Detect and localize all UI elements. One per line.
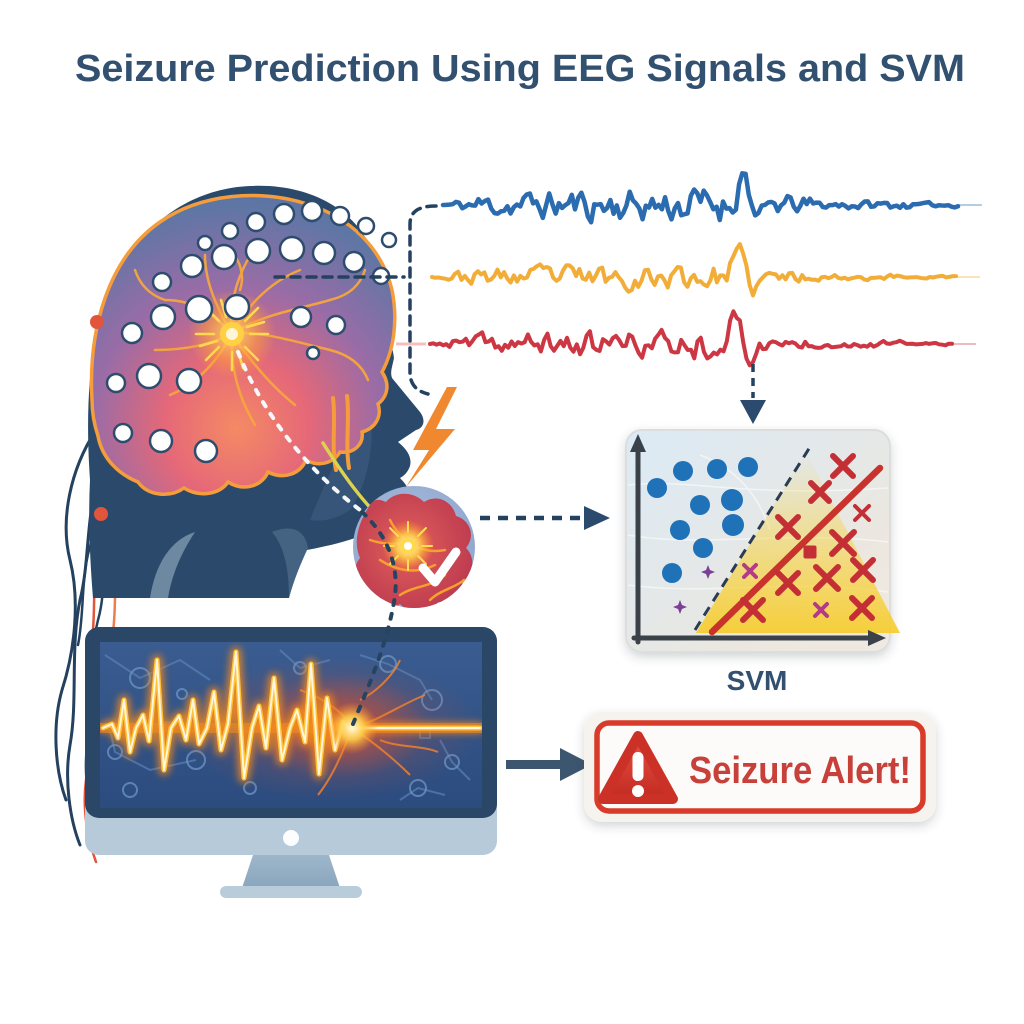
eeg-electrode xyxy=(149,303,177,331)
eeg-electrode xyxy=(289,305,313,329)
monitor-camera-dot xyxy=(283,830,299,846)
magnifier-to-svm-arrow xyxy=(480,506,610,530)
svm-margin-wedge xyxy=(696,452,900,633)
svm-data-points xyxy=(647,453,876,623)
svm-class-b-x xyxy=(849,595,875,621)
svm-class-a-dot xyxy=(670,520,690,540)
seizure-alert-box: Seizure Alert! xyxy=(584,712,936,822)
eeg-electrode xyxy=(220,221,240,241)
electrode-connector-red xyxy=(90,315,104,329)
seizure-focus-magnifier xyxy=(353,486,475,608)
svm-class-a-dot xyxy=(707,459,727,479)
svm-class-a-dot xyxy=(690,495,710,515)
svm-class-b-x xyxy=(742,563,758,579)
eeg-electrode xyxy=(210,243,238,271)
lightning-bolt-icon xyxy=(406,387,457,487)
eeg-electrode xyxy=(112,422,134,444)
svm-class-a-dot xyxy=(721,489,743,511)
eeg-electrode xyxy=(329,205,351,227)
eeg-electrode xyxy=(193,438,219,464)
eeg-electrode xyxy=(223,293,251,321)
svm-red-square xyxy=(803,545,817,559)
svm-class-a-dot xyxy=(722,514,744,536)
eeg-electrode xyxy=(311,240,337,266)
eeg-electrode xyxy=(184,294,214,324)
svm-class-a-dot xyxy=(662,563,682,583)
neck-highlight xyxy=(150,532,195,598)
eeg-trace-yellow xyxy=(430,242,958,298)
screen-waveform xyxy=(100,647,482,783)
eeg-electrode xyxy=(305,345,321,361)
monitor-base xyxy=(220,886,362,898)
eeg-electrode xyxy=(120,321,144,345)
eeg-electrode xyxy=(151,271,173,293)
svm-class-b-x xyxy=(830,453,856,479)
monitor-stand xyxy=(242,855,340,888)
eeg-electrode xyxy=(135,362,163,390)
svm-plot-card xyxy=(625,429,900,653)
svm-class-b-x xyxy=(853,504,871,522)
svm-class-a-dot xyxy=(647,478,667,498)
svm-class-b-x xyxy=(829,529,857,557)
neuron-node xyxy=(129,667,151,689)
eeg-connector-bracket xyxy=(273,204,438,396)
neck-shading xyxy=(272,528,308,598)
svm-support-star xyxy=(673,600,687,614)
monitor-to-alert-arrow xyxy=(506,748,592,781)
focus-trace-dashed-white xyxy=(236,350,362,512)
eeg-electrode xyxy=(300,199,324,223)
head-with-brain-illustration xyxy=(54,185,424,864)
svm-axes xyxy=(630,434,886,646)
electrode-connector-red xyxy=(94,507,108,521)
svm-class-b-x xyxy=(813,602,829,618)
eeg-electrode xyxy=(148,428,174,454)
svm-label: SVM xyxy=(727,665,788,696)
eeg-trace-red xyxy=(428,309,954,368)
svm-class-b-x xyxy=(850,557,876,583)
magnifier-to-monitor-dashed xyxy=(351,510,398,726)
seizure-alert-text: Seizure Alert! xyxy=(689,750,911,792)
svm-class-a-dot xyxy=(693,538,713,558)
svm-separator-dashed xyxy=(693,446,812,631)
warning-triangle-icon xyxy=(598,731,678,804)
neuron-node xyxy=(122,782,138,798)
eeg-electrode xyxy=(342,250,366,274)
eeg-electrode xyxy=(245,211,267,233)
traces-to-svm-arrow xyxy=(740,364,766,424)
svm-class-b-x xyxy=(740,597,766,623)
neuron-node xyxy=(107,744,123,760)
eeg-electrode xyxy=(278,235,306,263)
eeg-electrode xyxy=(356,216,376,236)
check-arrow-glyph xyxy=(418,547,461,587)
eeg-electrode xyxy=(175,367,203,395)
page-title: Seizure Prediction Using EEG Signals and… xyxy=(75,48,965,90)
eeg-electrode xyxy=(325,314,347,336)
eeg-signal-traces xyxy=(428,171,982,368)
neuron-node xyxy=(176,688,188,700)
eeg-electrode xyxy=(244,237,272,265)
eeg-electrode xyxy=(272,202,296,226)
svm-support-star xyxy=(701,565,715,579)
svm-decision-line xyxy=(708,464,884,636)
eeg-electrode xyxy=(105,372,127,394)
svm-class-b-x xyxy=(775,570,801,596)
monitor xyxy=(85,627,497,898)
eeg-electrode xyxy=(380,231,398,249)
svm-class-b-x xyxy=(775,514,801,540)
eeg-electrode-array xyxy=(105,199,398,464)
svm-class-b-x xyxy=(813,564,841,592)
svm-class-a-dot xyxy=(673,461,693,481)
waveform-hotspot xyxy=(326,702,378,754)
svm-class-b-x xyxy=(808,480,832,504)
eeg-trace-blue xyxy=(440,171,961,225)
eeg-electrode xyxy=(179,253,205,279)
svm-class-a-dot xyxy=(738,457,758,477)
eeg-electrode xyxy=(196,234,214,252)
